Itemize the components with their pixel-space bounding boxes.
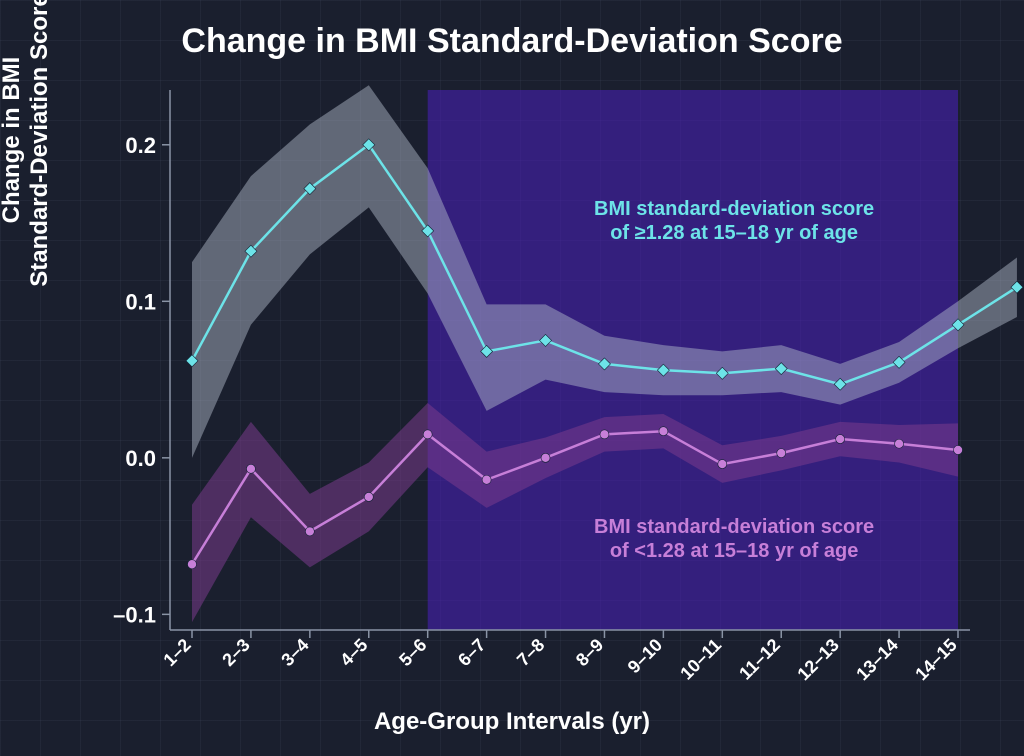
y-tick-label: –0.1 [113, 602, 156, 627]
marker-lower [246, 464, 255, 473]
x-tick-label: 7–8 [513, 635, 548, 670]
y-axis-label: Change in BMI Standard-Deviation Score [0, 0, 53, 340]
x-tick-label: 12–13 [793, 635, 843, 685]
marker-lower [305, 527, 314, 536]
marker-lower [718, 460, 727, 469]
x-tick-label: 9–10 [624, 635, 666, 677]
x-tick-label: 3–4 [277, 635, 312, 670]
x-tick-label: 10–11 [676, 635, 725, 684]
x-axis-label: Age-Group Intervals (yr) [0, 708, 1024, 736]
chart-title: Change in BMI Standard-Deviation Score [0, 22, 1024, 61]
x-tick-label: 11–12 [735, 635, 784, 684]
marker-lower [541, 453, 550, 462]
y-tick-label: 0.2 [125, 133, 156, 158]
marker-lower [423, 430, 432, 439]
marker-lower [777, 449, 786, 458]
x-tick-label: 2–3 [218, 635, 253, 670]
svg-text:BMI standard-deviation score: BMI standard-deviation score [594, 516, 874, 538]
y-tick-label: 0.1 [125, 289, 156, 314]
plot-area: –0.10.00.10.21–22–33–44–55–66–77–88–99–1… [170, 90, 970, 630]
svg-text:of <1.28 at 15–18 yr of age: of <1.28 at 15–18 yr of age [610, 540, 858, 562]
svg-text:BMI standard-deviation score: BMI standard-deviation score [594, 198, 874, 220]
x-tick-label: 8–9 [572, 635, 607, 670]
x-tick-label: 4–5 [336, 635, 371, 670]
x-tick-label: 5–6 [395, 635, 430, 670]
x-tick-label: 13–14 [852, 635, 902, 685]
x-tick-label: 1–2 [159, 635, 194, 670]
marker-lower [659, 427, 668, 436]
x-tick-label: 14–15 [911, 635, 961, 685]
marker-lower [836, 435, 845, 444]
marker-lower [600, 430, 609, 439]
marker-lower [895, 439, 904, 448]
marker-lower [482, 475, 491, 484]
marker-lower [954, 446, 963, 455]
plot-svg: –0.10.00.10.21–22–33–44–55–66–77–88–99–1… [170, 90, 970, 630]
y-axis-label-line2: Standard-Deviation Score [26, 0, 53, 287]
chart-container: Change in BMI Standard-Deviation Score C… [0, 0, 1024, 756]
marker-lower [364, 492, 373, 501]
y-axis-label-line1: Change in BMI [0, 57, 25, 224]
y-tick-label: 0.0 [125, 446, 156, 471]
marker-lower [188, 560, 197, 569]
x-tick-label: 6–7 [454, 635, 489, 670]
svg-text:of ≥1.28 at 15–18 yr of age: of ≥1.28 at 15–18 yr of age [610, 222, 858, 244]
